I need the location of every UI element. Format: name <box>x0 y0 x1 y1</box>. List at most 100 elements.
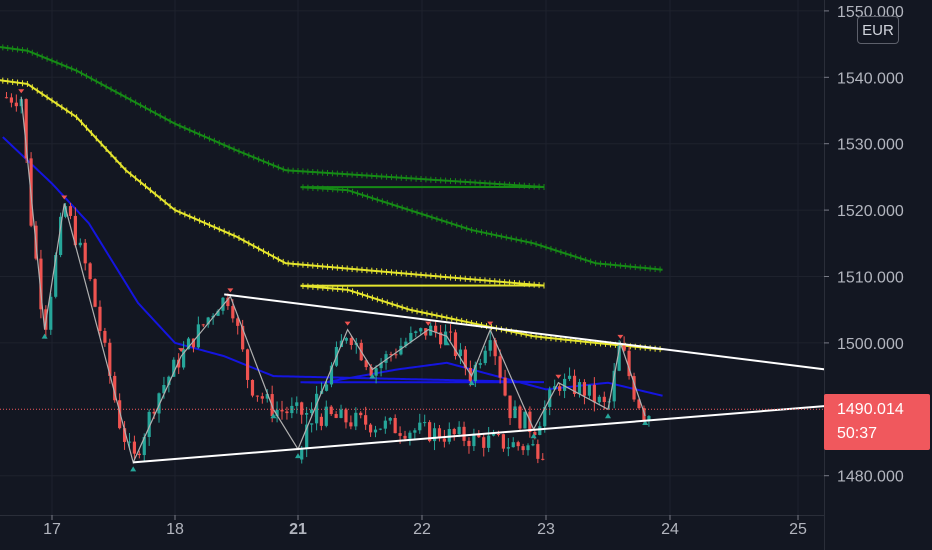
candle-body <box>408 432 412 439</box>
candle-body <box>98 306 102 331</box>
candle-body <box>423 422 427 424</box>
candle-body <box>443 331 448 345</box>
candle-body <box>324 384 329 391</box>
candle-body <box>182 349 186 368</box>
candle-body <box>378 428 383 430</box>
swing-high-marker <box>555 374 562 379</box>
price-axis-bg <box>824 0 932 550</box>
y-tick-label: 1520.000 <box>837 203 904 220</box>
candle-body <box>374 368 378 376</box>
candle-body <box>513 406 517 419</box>
swing-high-marker <box>344 321 351 326</box>
triangle-trendlines[interactable] <box>0 293 826 464</box>
candle-body <box>627 350 631 377</box>
time-axis-bg <box>0 515 824 550</box>
candle-body <box>54 255 58 297</box>
candle-body <box>132 441 137 454</box>
candle-body <box>142 437 146 456</box>
swing-high-marker <box>61 195 68 200</box>
candle-body <box>344 338 348 341</box>
candle-body <box>647 416 651 421</box>
trendline-support <box>133 404 826 464</box>
candle-body <box>369 367 373 376</box>
candle-body <box>157 393 161 414</box>
candle-body <box>453 332 458 356</box>
candle-body <box>9 97 14 103</box>
candle-body <box>458 349 463 356</box>
candle-body <box>14 102 18 107</box>
candle-body <box>191 338 196 348</box>
candle-body <box>533 432 537 435</box>
y-tick-label: 1540.000 <box>837 70 904 87</box>
candle-body <box>305 424 309 449</box>
candle-body <box>493 340 497 357</box>
candle-body <box>587 384 591 396</box>
candle-body <box>384 354 388 363</box>
candle-body <box>523 411 527 429</box>
candle-body <box>315 393 319 424</box>
candle-body <box>418 422 422 431</box>
y-tick-label: 1500.000 <box>837 336 904 353</box>
candle-body <box>167 376 171 385</box>
swing-low-marker <box>530 433 537 439</box>
candle-body <box>354 412 358 427</box>
candle-body <box>414 331 418 333</box>
candle-body <box>521 446 525 451</box>
candle-body <box>582 382 587 396</box>
candle-body <box>432 428 437 442</box>
candle-body <box>399 345 403 355</box>
swing-low-marker <box>295 453 301 459</box>
candle-body <box>285 411 289 414</box>
last-price-value: 1490.014 <box>837 401 904 418</box>
candle-body <box>457 426 461 435</box>
x-tick-label: 25 <box>789 521 807 538</box>
candle-body <box>339 409 343 418</box>
candle-body <box>447 429 451 442</box>
candle-body <box>221 297 225 311</box>
swing-high-marker <box>227 288 234 293</box>
candle-body <box>553 386 557 390</box>
candle-body <box>113 375 117 401</box>
x-tick-label: 23 <box>537 521 555 538</box>
candle-body <box>280 409 284 412</box>
candle-body <box>398 433 402 436</box>
swing-low-marker <box>605 413 611 419</box>
bar-countdown: 50:37 <box>837 425 878 442</box>
candle-body <box>488 340 492 351</box>
candle-body <box>359 412 363 416</box>
candle-body <box>59 216 63 256</box>
candle-body <box>478 363 482 365</box>
candle-body <box>388 417 392 421</box>
candle-body <box>501 434 506 449</box>
candle-body <box>434 325 438 333</box>
candle-body <box>404 341 408 346</box>
candle-body <box>541 458 545 460</box>
candle-body <box>442 438 446 442</box>
y-tick-label: 1480.000 <box>837 469 904 486</box>
candle-body <box>413 430 417 433</box>
y-tick-label: 1510.000 <box>837 270 904 287</box>
candle-body <box>300 448 304 460</box>
candle-body <box>231 306 235 319</box>
candle-body <box>329 365 334 385</box>
candle-body <box>498 356 502 378</box>
candle-body <box>177 359 181 368</box>
candle-body <box>344 409 348 423</box>
candle-body <box>250 379 255 396</box>
candle-body <box>602 396 606 402</box>
candle-body <box>452 429 456 435</box>
candle-body <box>642 408 646 421</box>
candle-body <box>437 428 442 439</box>
candle-body <box>364 360 368 368</box>
swing-low-marker <box>270 413 277 419</box>
candle-body <box>255 395 260 397</box>
candle-body <box>482 437 486 448</box>
candle-body <box>265 394 269 399</box>
currency-badge[interactable]: EUR <box>857 16 899 44</box>
candle-body <box>78 242 82 246</box>
candle-body <box>394 354 398 356</box>
x-tick-label: 22 <box>413 521 431 538</box>
candle-body <box>511 442 515 448</box>
